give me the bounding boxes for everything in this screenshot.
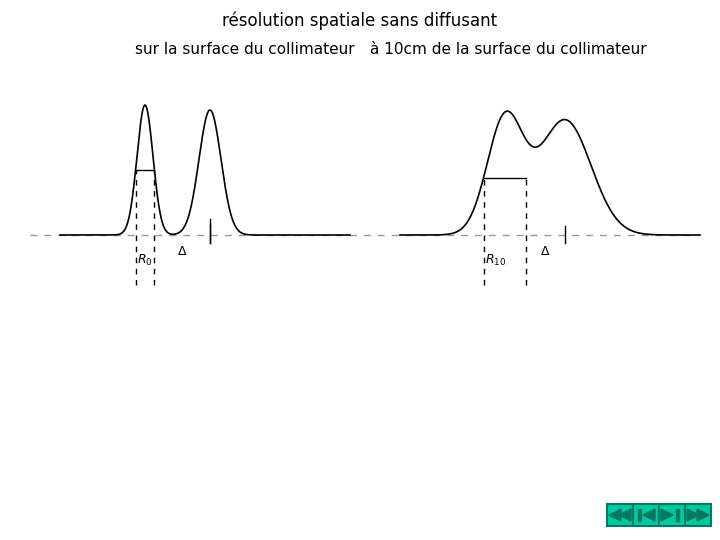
Bar — [607, 504, 711, 526]
Text: sur la surface du collimateur: sur la surface du collimateur — [135, 42, 355, 57]
Bar — [637, 509, 641, 521]
Text: $R_0$: $R_0$ — [137, 253, 152, 268]
Text: à 10cm de la surface du collimateur: à 10cm de la surface du collimateur — [370, 42, 647, 57]
Text: Δ: Δ — [178, 245, 186, 258]
Polygon shape — [619, 509, 631, 521]
Text: Δ: Δ — [541, 245, 550, 258]
Polygon shape — [643, 509, 655, 521]
Polygon shape — [609, 509, 621, 521]
Polygon shape — [697, 509, 709, 521]
Text: $R_{10}$: $R_{10}$ — [485, 253, 506, 268]
Text: résolution spatiale sans diffusant: résolution spatiale sans diffusant — [222, 12, 498, 30]
Bar — [675, 509, 678, 521]
Polygon shape — [687, 509, 699, 521]
Polygon shape — [661, 509, 673, 521]
